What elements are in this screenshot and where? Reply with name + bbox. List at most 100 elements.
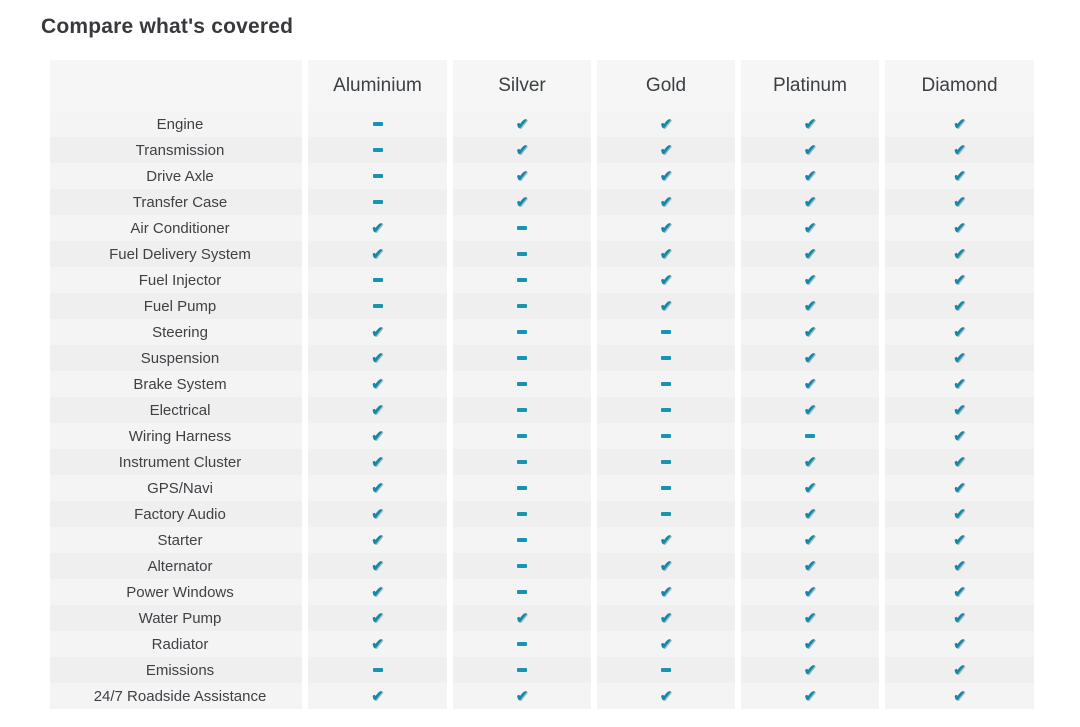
coverage-cell [453, 527, 591, 553]
check-icon: ✔ [803, 635, 817, 653]
coverage-cell [453, 293, 591, 319]
dash-icon [372, 148, 383, 152]
coverage-cell: ✔ [597, 631, 735, 657]
coverage-cell [453, 657, 591, 683]
coverage-cell [453, 631, 591, 657]
dash-icon [805, 434, 815, 438]
check-icon: ✔ [659, 141, 673, 159]
coverage-cell [308, 657, 447, 683]
column-header: Silver [453, 60, 591, 111]
coverage-cell: ✔ [597, 579, 735, 605]
coverage-cell: ✔ [308, 475, 447, 501]
coverage-cell: ✔ [308, 553, 447, 579]
coverage-cell [453, 423, 591, 449]
dash-icon [517, 252, 527, 256]
check-icon: ✔ [515, 115, 529, 133]
coverage-cell [308, 137, 447, 163]
coverage-cell [308, 293, 447, 319]
coverage-comparison-table: Aluminium Silver Gold Platinum Diamond E… [50, 60, 1034, 709]
table-row: Water Pump ✔ ✔ ✔ ✔ ✔ [50, 605, 1034, 631]
coverage-cell [453, 241, 591, 267]
coverage-cell: ✔ [741, 605, 879, 631]
check-icon: ✔ [515, 609, 529, 627]
check-icon: ✔ [953, 609, 966, 627]
dash-icon [517, 278, 527, 282]
row-label: Steering [50, 319, 302, 345]
row-label: Fuel Delivery System [50, 241, 302, 267]
coverage-cell: ✔ [308, 579, 447, 605]
coverage-cell: ✔ [597, 683, 735, 709]
page: Compare what's covered Aluminium Silver … [41, 15, 1034, 709]
check-icon: ✔ [371, 323, 384, 341]
check-icon: ✔ [953, 219, 966, 237]
table-row: Brake System ✔ ✔ ✔ [50, 371, 1034, 397]
check-icon: ✔ [659, 167, 673, 185]
dash-icon [517, 356, 527, 360]
coverage-cell: ✔ [453, 111, 591, 137]
dash-icon [517, 460, 527, 464]
table-header-row: Aluminium Silver Gold Platinum Diamond [50, 60, 1034, 111]
row-label: Fuel Injector [50, 267, 302, 293]
row-label: Suspension [50, 345, 302, 371]
coverage-cell: ✔ [885, 267, 1034, 293]
coverage-cell: ✔ [597, 553, 735, 579]
dash-icon [661, 460, 671, 464]
row-label: Drive Axle [50, 163, 302, 189]
check-icon: ✔ [371, 401, 384, 419]
row-label: Transfer Case [50, 189, 302, 215]
coverage-cell: ✔ [741, 683, 879, 709]
check-icon: ✔ [953, 271, 966, 289]
table-row: Power Windows ✔ ✔ ✔ ✔ [50, 579, 1034, 605]
check-icon: ✔ [803, 219, 817, 237]
coverage-cell: ✔ [885, 215, 1034, 241]
coverage-cell: ✔ [308, 683, 447, 709]
table-row: Emissions ✔ ✔ [50, 657, 1034, 683]
table-row: Steering ✔ ✔ ✔ [50, 319, 1034, 345]
coverage-cell: ✔ [741, 319, 879, 345]
check-icon: ✔ [659, 531, 673, 549]
check-icon: ✔ [371, 453, 384, 471]
table-row: Factory Audio ✔ ✔ ✔ [50, 501, 1034, 527]
row-label: Instrument Cluster [50, 449, 302, 475]
coverage-cell: ✔ [308, 319, 447, 345]
dash-icon [517, 512, 527, 516]
dash-icon [372, 278, 383, 282]
check-icon: ✔ [659, 557, 673, 575]
check-icon: ✔ [659, 609, 673, 627]
check-icon: ✔ [803, 323, 817, 341]
dash-icon [517, 668, 527, 672]
check-icon: ✔ [371, 375, 384, 393]
dash-icon [517, 304, 527, 308]
check-icon: ✔ [953, 401, 966, 419]
coverage-cell: ✔ [885, 241, 1034, 267]
row-label: Water Pump [50, 605, 302, 631]
row-label: Transmission [50, 137, 302, 163]
dash-icon [517, 434, 527, 438]
coverage-cell [597, 449, 735, 475]
check-icon: ✔ [371, 557, 384, 575]
check-icon: ✔ [803, 375, 817, 393]
table-row: 24/7 Roadside Assistance ✔ ✔ ✔ ✔ ✔ [50, 683, 1034, 709]
coverage-cell: ✔ [597, 137, 735, 163]
check-icon: ✔ [371, 349, 384, 367]
check-icon: ✔ [803, 557, 817, 575]
check-icon: ✔ [803, 687, 817, 705]
check-icon: ✔ [953, 167, 966, 185]
dash-icon [517, 642, 527, 646]
coverage-cell: ✔ [741, 553, 879, 579]
coverage-cell: ✔ [741, 241, 879, 267]
table-row: Engine ✔ ✔ ✔ ✔ [50, 111, 1034, 137]
coverage-cell: ✔ [885, 683, 1034, 709]
coverage-cell: ✔ [308, 501, 447, 527]
coverage-cell [597, 657, 735, 683]
coverage-cell [308, 163, 447, 189]
dash-icon [661, 356, 671, 360]
table-body: Engine ✔ ✔ ✔ ✔ Transmission ✔ ✔ ✔ ✔ Driv… [50, 111, 1034, 709]
coverage-cell: ✔ [885, 189, 1034, 215]
coverage-cell: ✔ [453, 137, 591, 163]
check-icon: ✔ [803, 141, 817, 159]
coverage-cell [453, 449, 591, 475]
coverage-cell: ✔ [885, 345, 1034, 371]
coverage-cell [453, 553, 591, 579]
coverage-cell: ✔ [597, 189, 735, 215]
